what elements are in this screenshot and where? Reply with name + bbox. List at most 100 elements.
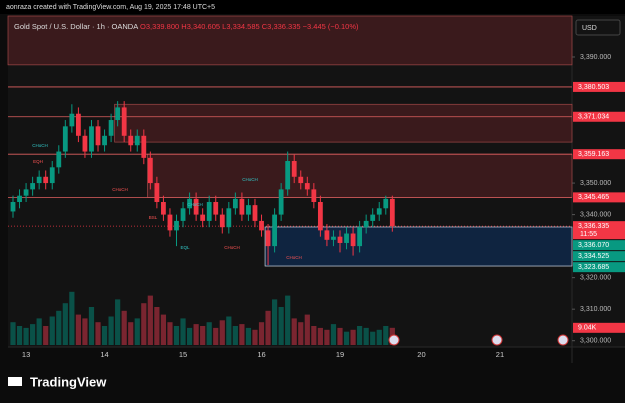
candle-body [376, 208, 382, 215]
volume-bar [180, 318, 186, 345]
y-tick-label: 3,390.000 [580, 54, 611, 61]
candle-body [23, 189, 29, 196]
candle-body [102, 135, 107, 146]
volume-bar [357, 326, 363, 345]
annotation: EQH [33, 159, 43, 164]
candle-body [291, 161, 297, 177]
volume-bar [23, 327, 29, 345]
candle-body [389, 198, 395, 227]
volume-bar [134, 318, 140, 345]
volume-bar [88, 307, 95, 345]
volume-bar [128, 322, 134, 345]
volume-bar [10, 322, 16, 345]
candle-body [108, 120, 114, 136]
y-tick-label: 3,300.000 [580, 338, 611, 345]
candle-body [69, 113, 75, 127]
candle-body [76, 113, 81, 136]
candle-body [36, 176, 42, 184]
candle-body [246, 205, 251, 215]
volume-bar [16, 326, 23, 345]
volume-bar [350, 329, 356, 345]
candle-body [193, 198, 199, 215]
candle-body [141, 135, 147, 158]
currency: USD [582, 25, 597, 32]
credit: aonraza created with TradingView.com, Au… [6, 4, 215, 11]
volume-bar [193, 324, 199, 345]
volume-bar [285, 295, 291, 345]
volume-bar [147, 295, 153, 345]
candle-body [357, 227, 363, 247]
candle-body [285, 161, 291, 190]
candle-body [252, 205, 258, 221]
volume-bar [43, 326, 49, 345]
zone [146, 153, 573, 198]
price-label [573, 149, 625, 160]
volume-bar [160, 314, 167, 345]
volume-bar [363, 327, 369, 345]
candle-body [324, 230, 330, 240]
annotation: CHoCH [286, 255, 302, 260]
price-label-text: 3,336.070 [578, 242, 609, 249]
candle-body [49, 167, 55, 184]
candle-body [147, 157, 153, 184]
candle-body [180, 208, 186, 221]
price-label-text: 3,380.503 [578, 84, 609, 91]
volume-bar [154, 307, 160, 345]
volume-bar [167, 322, 173, 345]
price-label-text: 3,336.335 [578, 223, 609, 230]
candle-body [383, 198, 389, 209]
candle-body [317, 201, 323, 231]
candle-body [363, 220, 369, 228]
volume-bar [232, 326, 238, 345]
volume-bar [186, 327, 193, 345]
volume-bar [213, 327, 219, 345]
volume-bar [291, 318, 297, 345]
volume-bar [245, 327, 252, 345]
annotation: CHoCH [224, 245, 240, 250]
volume-bar [82, 318, 88, 345]
price-label [573, 81, 625, 92]
currency-button[interactable] [575, 19, 621, 36]
candle-body [115, 107, 121, 121]
y-tick-label: 3,310.000 [580, 306, 611, 313]
price-label [573, 192, 625, 203]
price-label-text: 3,334.525 [578, 253, 609, 260]
volume-bar [258, 322, 265, 345]
candle-body [350, 233, 356, 247]
price-label-text: 3,323.685 [578, 264, 609, 271]
annotation: CHoCH [187, 202, 203, 207]
candle-body [121, 107, 127, 136]
volume-bar [62, 303, 68, 345]
x-tick-label: 19 [336, 350, 344, 359]
volume-bar [36, 318, 42, 345]
price-label-text: 3,359.163 [578, 151, 609, 158]
volume-bar [75, 314, 81, 345]
candle-body [161, 201, 166, 215]
x-tick-label: 21 [496, 350, 504, 359]
zone [7, 15, 573, 66]
candle-body [128, 135, 134, 146]
header-bar [0, 0, 625, 14]
volume-label-box [573, 322, 625, 333]
volume-bar [121, 310, 127, 345]
event-icon [388, 334, 400, 346]
volume-bar [304, 314, 310, 345]
candle-body [213, 201, 219, 215]
volume-label: 9.04K [578, 325, 597, 332]
volume-bar [330, 324, 337, 345]
annotation: CHoCH [112, 187, 128, 192]
volume-bar [56, 310, 62, 345]
annotation: BSL [149, 215, 158, 220]
candle-body [95, 126, 101, 146]
price-label-text: 3,345.465 [578, 194, 609, 201]
candle-body [370, 214, 376, 221]
candle-body [298, 176, 304, 184]
countdown: 11:55 [580, 231, 597, 238]
volume-bar [272, 299, 278, 345]
volume-bar [343, 331, 350, 345]
candle-body [154, 183, 160, 202]
price-label-text: 3,371.034 [578, 114, 609, 121]
zone [264, 226, 573, 267]
candle-body [232, 198, 238, 209]
